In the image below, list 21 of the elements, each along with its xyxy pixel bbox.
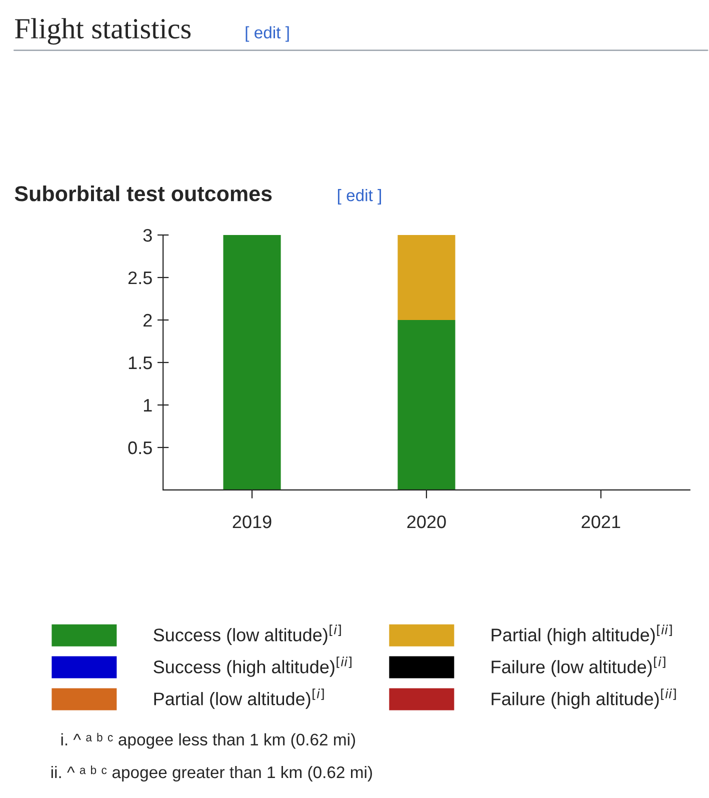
text: [ edit ] [246,26,289,42]
legend-label: Partial (low altitude)$^{[i]}$ [154,688,324,709]
legend-label: Success (high altitude)$^{[ii]}$ [154,656,352,677]
chart-subtitle: Suborbital test outcomes [14,185,272,202]
x-tick-label: 2020 [407,515,446,528]
text: [ edit ] [338,189,381,205]
legend-label: Failure (high altitude)$^{[ii]}$ [492,688,676,709]
text: ii. ^ ᵃ ᵇ ᶜ apogee greater than 1 km (0.62 mi) [51,766,372,782]
y-tick-label: 0.5 [128,441,152,454]
y-tick-label: 2 [144,314,152,327]
y-tick-label: 1 [144,399,152,412]
y-tick-label: 3 [143,228,152,242]
text: i. ^ ᵃ ᵇ ᶜ apogee less than 1 km (0.62 mi) [61,732,356,749]
chart-title: Flight statistics [15,18,191,45]
legend-label: Partial (high altitude)$^{[ii]}$ [492,624,672,645]
x-tick-label: 2021 [582,515,620,528]
y-tick-label: 2.5 [128,271,152,284]
x-tick-label: 2019 [232,515,272,528]
y-tick-label: 1.5 [128,356,152,370]
legend-label: Success (low altitude)$^{[i]}$ [154,624,341,645]
legend-label: Failure (low altitude)$^{[i]}$ [492,656,666,677]
